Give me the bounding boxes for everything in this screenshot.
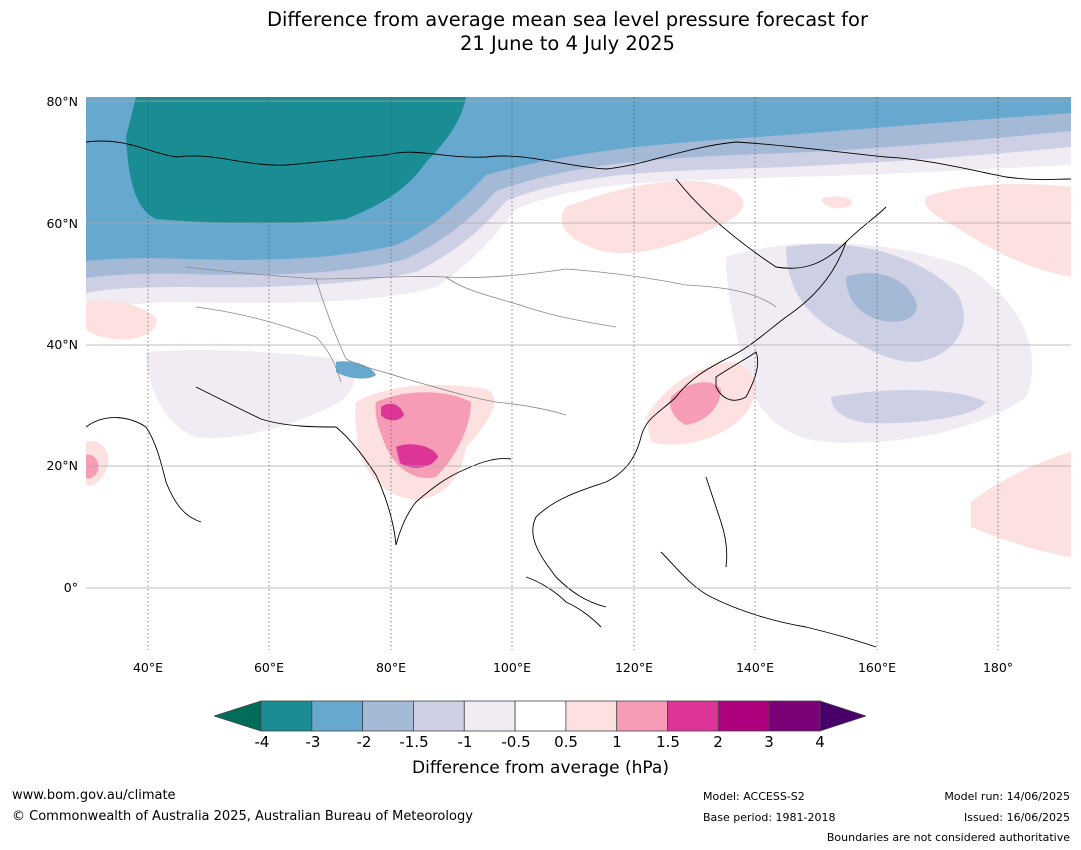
latitude-gridlines — [86, 100, 1071, 589]
colorbar-tick: -3 — [305, 733, 321, 751]
colorbar-tick: -4 — [254, 733, 270, 751]
colorbar-segment — [413, 700, 465, 732]
anomaly-region-plus-1-japan — [670, 382, 721, 425]
lon-label-160e: 160°E — [857, 660, 896, 675]
colorbar-tick: 0.5 — [554, 733, 578, 751]
colorbar-segment — [768, 700, 821, 732]
lon-label-120e: 120°E — [614, 660, 653, 675]
colorbar-under-arrow — [212, 700, 262, 732]
colorbar-tick: -1 — [457, 733, 473, 751]
anomaly-region-plus-0.5-mediterranean — [86, 300, 157, 340]
colorbar — [212, 700, 868, 732]
anomaly-region-minus-2-tibet — [336, 361, 376, 379]
title-line-2: 21 June to 4 July 2025 — [460, 32, 675, 55]
pressure-anomaly-map — [86, 97, 1071, 650]
anomaly-region-plus-1-arabia — [86, 454, 99, 479]
colorbar-tick: -0.5 — [501, 733, 531, 751]
colorbar-segment — [311, 700, 364, 732]
colorbar-segment — [565, 700, 618, 732]
anomaly-region-plus-0.5-pacific — [971, 452, 1071, 557]
anomaly-region-plus-1.5-north-india — [381, 403, 404, 421]
lat-label-equator: 0° — [63, 580, 78, 595]
colorbar-segment — [463, 700, 516, 732]
lat-label-40n: 40°N — [46, 337, 78, 352]
lat-label-60n: 60°N — [46, 216, 78, 231]
colorbar-tick: -2 — [356, 733, 372, 751]
anomaly-region-minus-1.5-pacific — [846, 273, 917, 322]
anomaly-region-plus-1.5-india — [396, 444, 438, 468]
anomaly-region-plus-0.5-siberia — [561, 181, 744, 253]
colorbar-tick: 3 — [764, 733, 774, 751]
colorbar-tick: 2 — [713, 733, 723, 751]
longitude-gridlines — [147, 97, 999, 650]
copyright-text: © Commonwealth of Australia 2025, Austra… — [12, 809, 473, 824]
anomaly-region-minus-0.5-south-asia — [146, 349, 355, 438]
anomaly-region-minus-1-pacific-south — [831, 390, 986, 424]
anomaly-region-plus-0.5-northeast — [925, 184, 1071, 277]
issued-date: Issued: 16/06/2025 — [963, 811, 1070, 824]
colorbar-segment — [514, 700, 567, 732]
chart-title: Difference from average mean sea level p… — [0, 8, 1081, 56]
colorbar-tick: -1.5 — [399, 733, 429, 751]
anomaly-region-minus-3 — [126, 97, 466, 224]
title-line-1: Difference from average mean sea level p… — [267, 8, 868, 31]
colorbar-tick: 1 — [612, 733, 622, 751]
lon-label-80e: 80°E — [375, 660, 407, 675]
colorbar-tick: 4 — [815, 733, 825, 751]
colorbar-segment — [667, 700, 719, 732]
colorbar-segment — [717, 700, 770, 732]
colorbar-label: Difference from average (hPa) — [412, 758, 669, 778]
base-period: Base period: 1981-2018 — [703, 811, 836, 824]
lon-label-60e: 60°E — [253, 660, 285, 675]
coastlines — [86, 140, 1071, 648]
colorbar-over-arrow — [819, 700, 868, 732]
lon-label-100e: 100°E — [492, 660, 531, 675]
colorbar-segment — [362, 700, 414, 732]
colorbar-segment — [616, 700, 668, 732]
lon-label-180: 180° — [982, 660, 1014, 675]
lon-label-140e: 140°E — [735, 660, 774, 675]
colorbar-segment — [260, 700, 313, 732]
lon-label-40e: 40°E — [132, 660, 164, 675]
website-link[interactable]: www.bom.gov.au/climate — [12, 788, 176, 803]
lat-label-80n: 80°N — [46, 94, 78, 109]
anomaly-region-plus-0.5-bering — [821, 196, 852, 209]
model-name: Model: ACCESS-S2 — [703, 790, 805, 803]
model-run-date: Model run: 14/06/2025 — [944, 790, 1070, 803]
lat-label-20n: 20°N — [46, 458, 78, 473]
country-borders — [185, 266, 777, 416]
colorbar-tick: 1.5 — [656, 733, 680, 751]
boundaries-disclaimer: Boundaries are not considered authoritat… — [826, 831, 1070, 844]
